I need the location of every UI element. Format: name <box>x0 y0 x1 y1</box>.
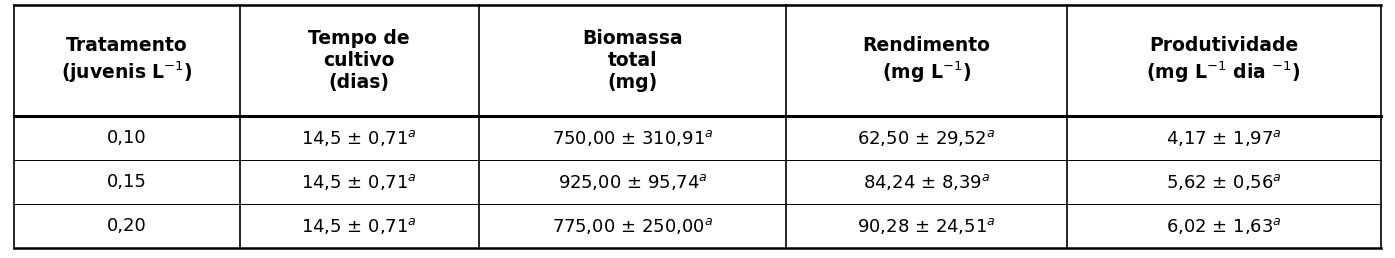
Text: 90,28 ± 24,51$^{a}$: 90,28 ± 24,51$^{a}$ <box>857 216 996 236</box>
Text: 4,17 ± 1,97$^{a}$: 4,17 ± 1,97$^{a}$ <box>1166 127 1282 148</box>
Text: 84,24 ± 8,39$^{a}$: 84,24 ± 8,39$^{a}$ <box>864 172 990 192</box>
Text: 14,5 ± 0,71$^{a}$: 14,5 ± 0,71$^{a}$ <box>301 127 417 148</box>
Text: Tratamento
(juvenis L$^{-1}$): Tratamento (juvenis L$^{-1}$) <box>61 36 193 85</box>
Text: 5,62 ± 0,56$^{a}$: 5,62 ± 0,56$^{a}$ <box>1166 172 1282 192</box>
Text: Tempo de
cultivo
(dias): Tempo de cultivo (dias) <box>308 29 410 92</box>
Text: 750,00 ± 310,91$^{a}$: 750,00 ± 310,91$^{a}$ <box>552 127 713 148</box>
Text: 925,00 ± 95,74$^{a}$: 925,00 ± 95,74$^{a}$ <box>558 172 707 192</box>
Text: 6,02 ± 1,63$^{a}$: 6,02 ± 1,63$^{a}$ <box>1166 216 1282 236</box>
Text: 775,00 ± 250,00$^{a}$: 775,00 ± 250,00$^{a}$ <box>552 216 713 236</box>
Text: 0,20: 0,20 <box>107 217 146 235</box>
Text: 0,15: 0,15 <box>107 173 146 191</box>
Text: 14,5 ± 0,71$^{a}$: 14,5 ± 0,71$^{a}$ <box>301 172 417 192</box>
Text: Biomassa
total
(mg): Biomassa total (mg) <box>582 29 684 92</box>
Text: 14,5 ± 0,71$^{a}$: 14,5 ± 0,71$^{a}$ <box>301 216 417 236</box>
Text: Rendimento
(mg L$^{-1}$): Rendimento (mg L$^{-1}$) <box>862 36 990 85</box>
Text: 62,50 ± 29,52$^{a}$: 62,50 ± 29,52$^{a}$ <box>858 127 996 148</box>
Text: 0,10: 0,10 <box>107 128 146 147</box>
Text: Produtividade
(mg L$^{-1}$ dia $^{-1}$): Produtividade (mg L$^{-1}$ dia $^{-1}$) <box>1147 36 1302 85</box>
